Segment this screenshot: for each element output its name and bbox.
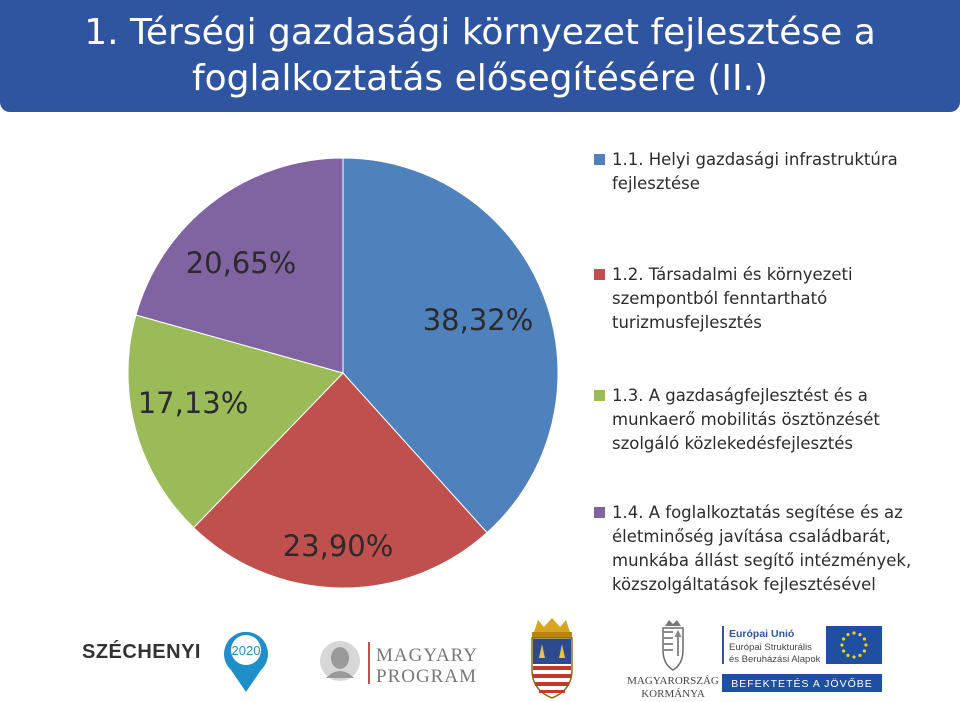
- eu-star-icon: [858, 633, 862, 637]
- szechenyi-year: 2020: [232, 643, 261, 658]
- eu-heading: Európai Unió: [729, 628, 794, 640]
- coat-of-arms-icon: [531, 618, 573, 699]
- magyary-program-logo: MAGYARY PROGRAM: [320, 641, 478, 687]
- legend-label: 1.4. A foglalkoztatás segítése és az éle…: [612, 503, 912, 594]
- eu-star-icon: [852, 655, 856, 659]
- eu-banner: BEFEKTETÉS A JÖVŐBE: [731, 676, 873, 690]
- eu-star-icon: [858, 653, 862, 657]
- szechenyi-word: SZÉCHENYI: [82, 640, 201, 663]
- pie-slice-foglalkoztatas: [135, 157, 344, 374]
- title-band: 1. Térségi gazdasági környezet fejleszté…: [0, 0, 960, 112]
- eu-star-icon: [862, 649, 866, 653]
- magyary-line2: PROGRAM: [376, 666, 477, 687]
- legend-item: 1.3. A gazdaságfejlesztést és a munkaerő…: [594, 384, 944, 456]
- legend-swatch: [594, 390, 605, 401]
- eu-star-icon: [862, 637, 866, 641]
- szechenyi-2020-logo: SZÉCHENYI 2020: [82, 631, 268, 692]
- legend-swatch: [594, 154, 605, 165]
- eu-line2: és Beruházási Alapok: [729, 654, 821, 665]
- legend-item: 1.4. A foglalkoztatás segítése és az éle…: [594, 501, 944, 597]
- slide-title: 1. Térségi gazdasági környezet fejleszté…: [84, 12, 876, 99]
- data-label-kozlekedes: 17,13%: [138, 386, 249, 420]
- legend-label: 1.3. A gazdaságfejlesztést és a munkaerő…: [612, 386, 880, 453]
- magyary-line1: MAGYARY: [376, 645, 478, 666]
- eu-star-icon: [840, 643, 844, 647]
- logo-strip: SZÉCHENYI 2020 MAGYARY PROGRAM MAGYARORS…: [0, 612, 960, 702]
- data-label-foglalkoztatas: 20,65%: [186, 246, 297, 280]
- government-line2: KORMÁNYA: [641, 688, 705, 700]
- eu-star-icon: [842, 637, 846, 641]
- pie-slice-kozlekedes: [127, 314, 344, 529]
- eu-star-icon: [864, 643, 868, 647]
- eu-star-icon: [846, 633, 850, 637]
- eu-star-icon: [846, 653, 850, 657]
- pie-slice-helyi-gazdasagi: [342, 157, 559, 534]
- eu-line1: Európai Strukturális: [729, 642, 812, 653]
- eu-funds-logo: Európai Unió Európai Strukturális és Ber…: [722, 626, 882, 692]
- legend-label: 1.2. Társadalmi és környezeti szempontbó…: [612, 265, 853, 332]
- legend-item: 1.1. Helyi gazdasági infrastruktúra fejl…: [594, 148, 944, 196]
- eu-star-icon: [842, 649, 846, 653]
- pie-chart: 38,32% 23,90% 17,13% 20,65%: [127, 157, 559, 589]
- legend-item: 1.2. Társadalmi és környezeti szempontbó…: [594, 263, 944, 335]
- legend-swatch: [594, 507, 605, 518]
- legend-swatch: [594, 269, 605, 280]
- government-logo: MAGYARORSZÁG KORMÁNYA: [627, 620, 719, 700]
- data-label-helyi-gazdasagi: 38,32%: [423, 303, 534, 337]
- legend-label: 1.1. Helyi gazdasági infrastruktúra fejl…: [612, 150, 898, 193]
- eu-star-icon: [852, 631, 856, 635]
- pie-slice-turizmus: [192, 372, 488, 589]
- government-line1: MAGYARORSZÁG: [627, 675, 719, 687]
- data-label-turizmus: 23,90%: [283, 529, 394, 563]
